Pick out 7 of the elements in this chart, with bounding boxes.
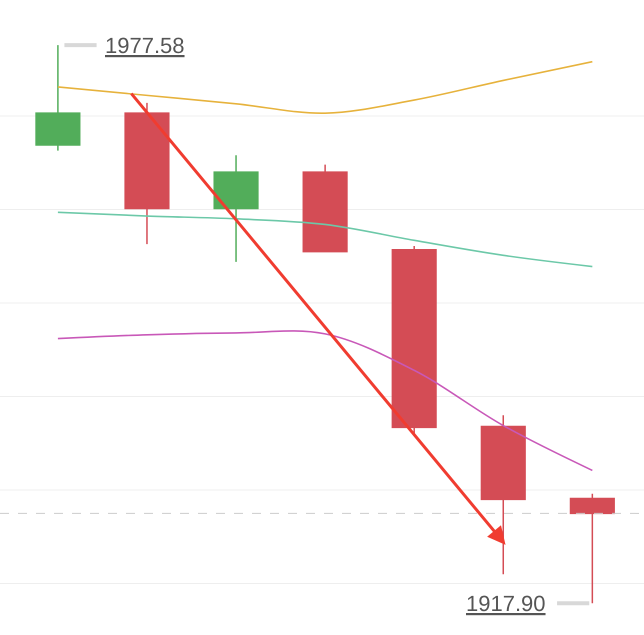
candlestick bbox=[302, 164, 348, 252]
candlestick bbox=[124, 102, 170, 245]
candlestick bbox=[392, 245, 437, 435]
candlestick bbox=[213, 154, 259, 263]
annotation: 1917.90 bbox=[466, 591, 546, 616]
annotation: 1977.58 bbox=[105, 33, 185, 58]
candlestick bbox=[480, 414, 526, 575]
